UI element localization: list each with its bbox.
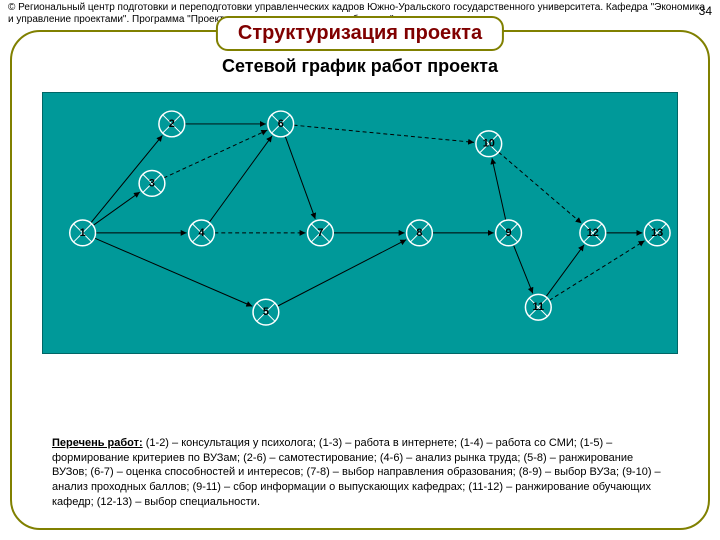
svg-text:4: 4 [198,227,204,239]
page-number: 34 [699,4,712,18]
network-svg: 12345678910111213 [43,93,677,353]
svg-text:11: 11 [533,301,545,313]
svg-text:9: 9 [506,227,512,239]
svg-text:8: 8 [416,227,422,239]
slide-subtitle: Сетевой график работ проекта [12,56,708,77]
svg-text:5: 5 [263,306,269,318]
svg-text:6: 6 [278,118,284,130]
svg-text:3: 3 [149,177,155,189]
svg-text:1: 1 [80,227,86,239]
svg-text:10: 10 [483,138,495,150]
svg-text:2: 2 [169,118,175,130]
work-list: Перечень работ: (1-2) – консультация у п… [52,436,668,510]
svg-text:13: 13 [651,227,663,239]
work-list-heading: Перечень работ: [52,437,143,449]
svg-text:12: 12 [587,227,599,239]
main-frame: Структуризация проекта Сетевой график ра… [10,30,710,530]
work-list-body: (1-2) – консультация у психолога; (1-3) … [52,437,661,508]
svg-text:7: 7 [317,227,323,239]
slide-title: Структуризация проекта [216,16,504,51]
network-diagram: 12345678910111213 [42,92,678,354]
